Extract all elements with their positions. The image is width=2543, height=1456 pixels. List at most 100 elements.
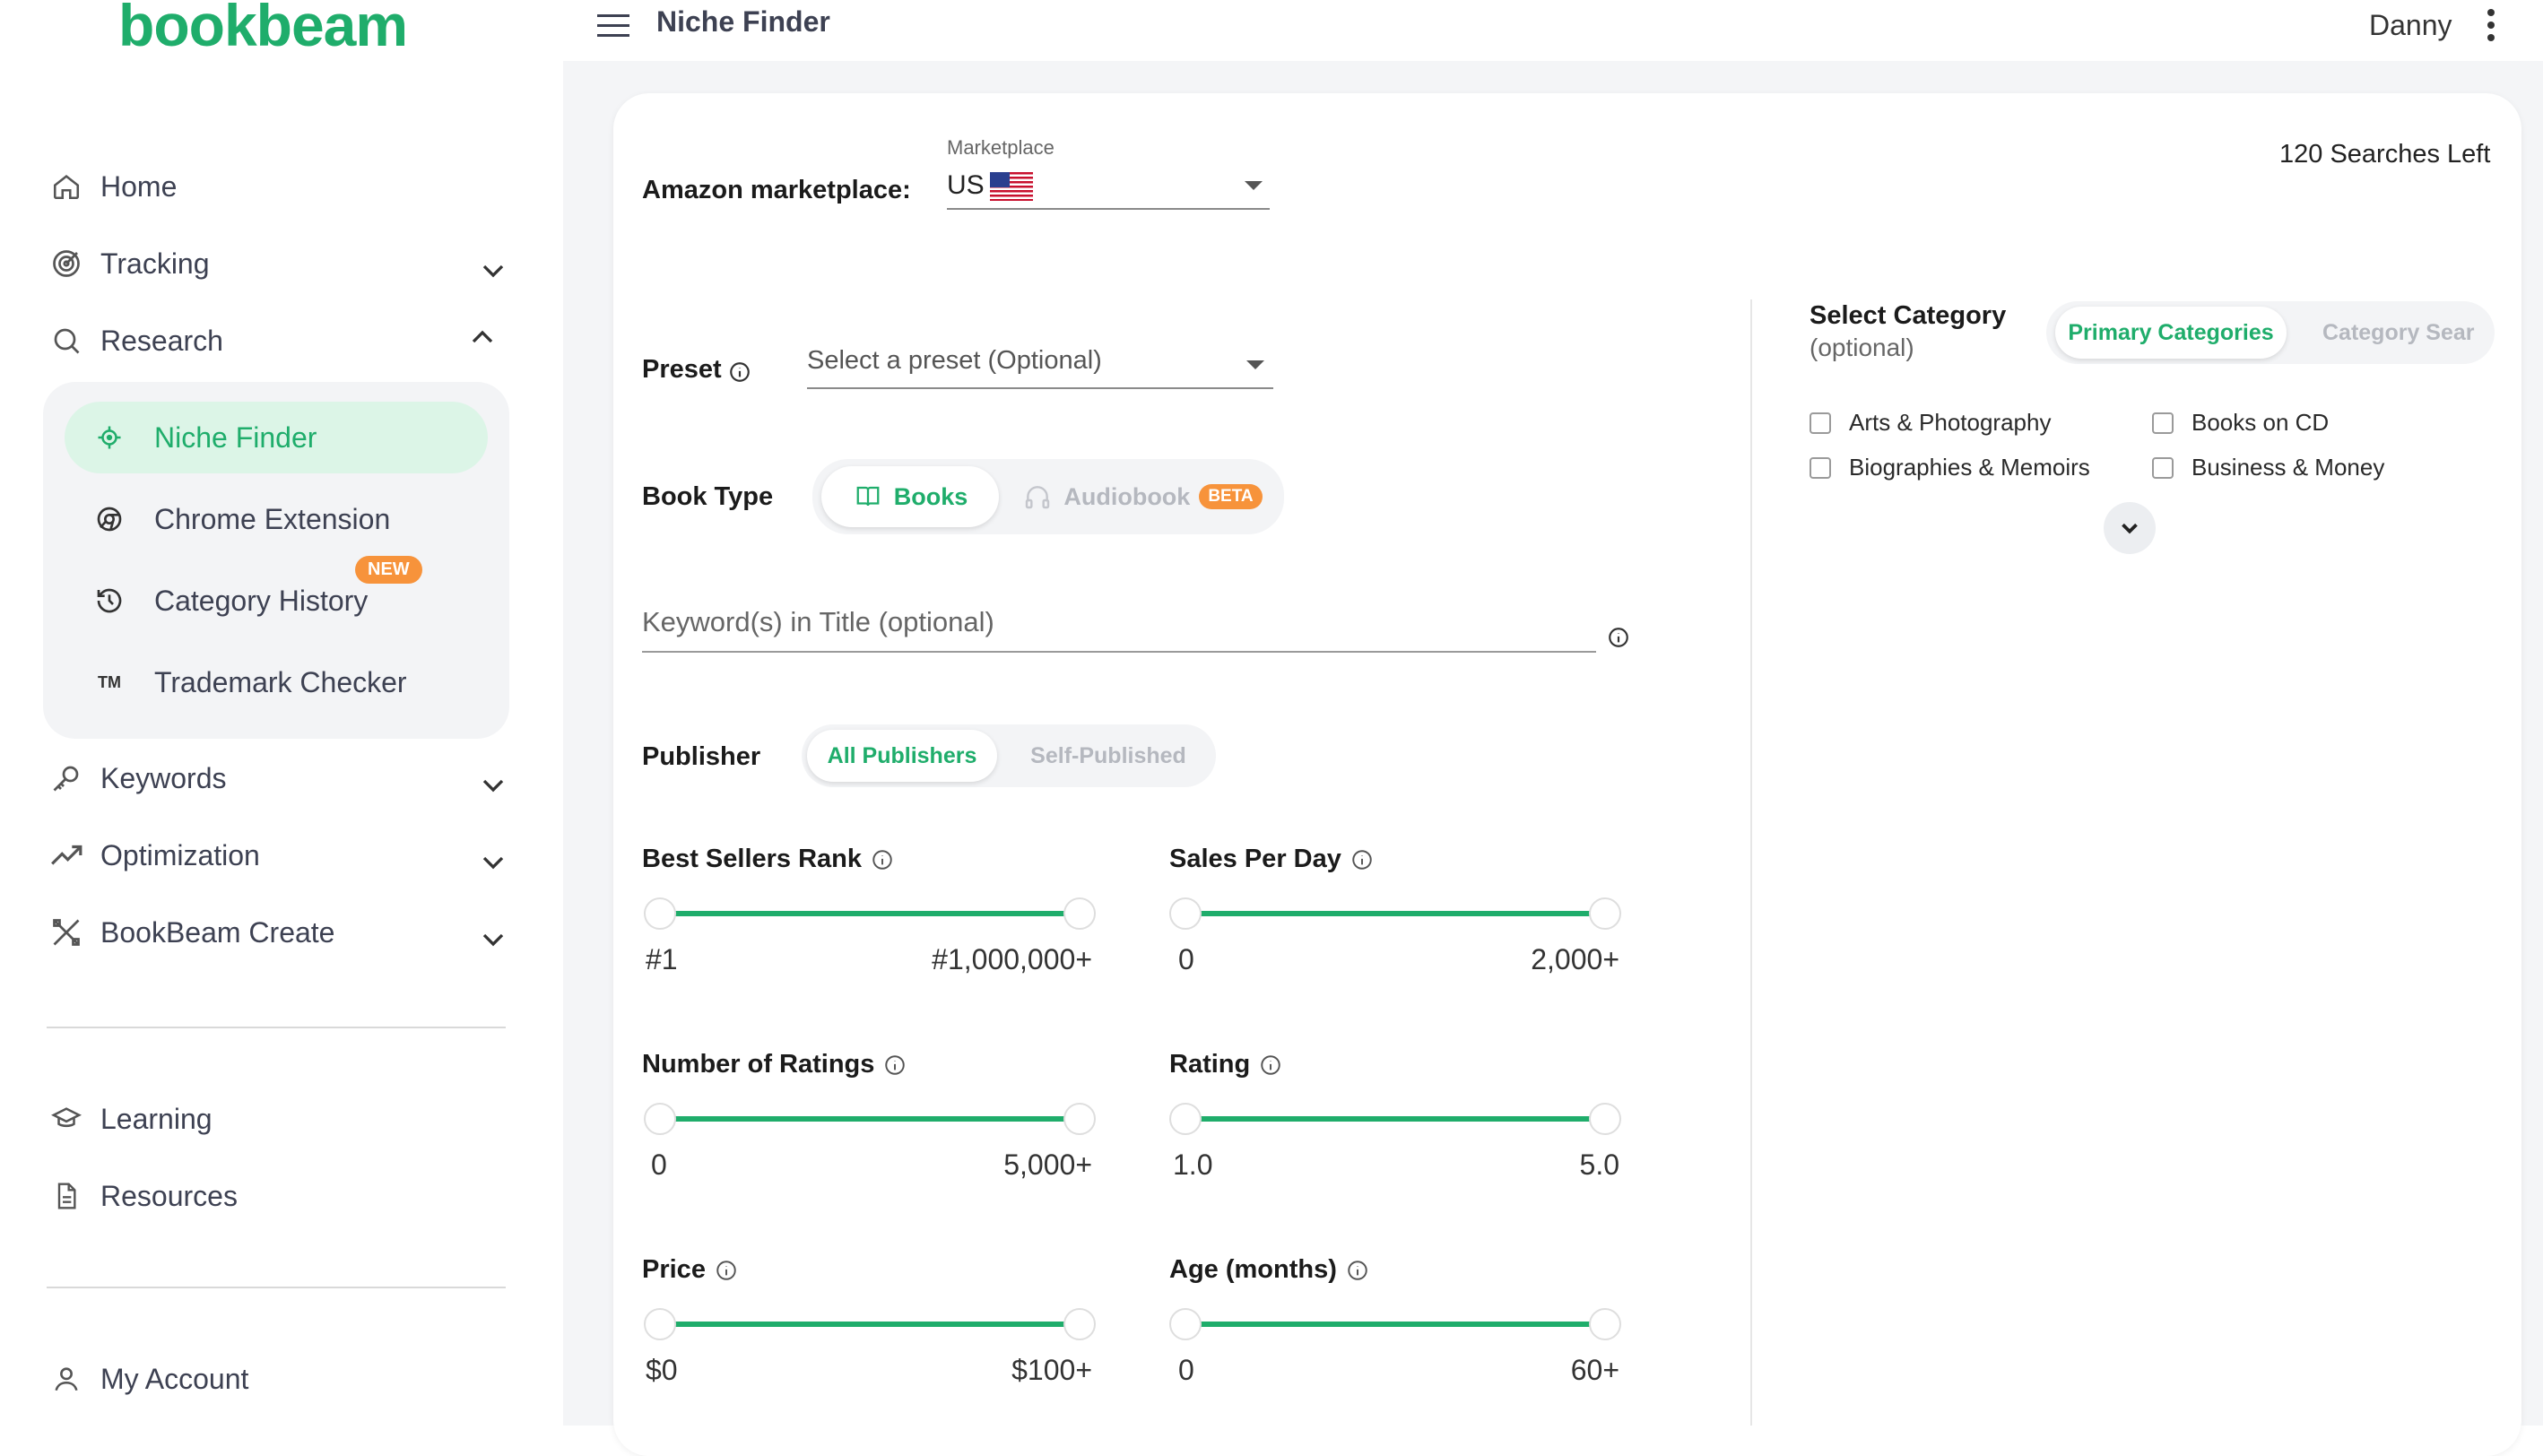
age-slider-track <box>1185 1322 1605 1327</box>
sidebar-item-chrome-extension[interactable]: Chrome Extension <box>65 483 488 555</box>
sidebar-item-research[interactable]: Research <box>48 314 223 368</box>
hamburger-menu-icon[interactable] <box>595 11 631 41</box>
chevron-down-icon[interactable] <box>475 767 511 803</box>
publisher-label: Publisher <box>642 742 761 771</box>
sales-slider-min-handle[interactable] <box>1169 897 1202 930</box>
price-max-value: $100+ <box>1011 1354 1092 1386</box>
bsr-slider-max-handle[interactable] <box>1063 897 1096 930</box>
trending-up-icon <box>48 837 84 873</box>
sidebar-item-optimization[interactable]: Optimization <box>48 828 260 882</box>
book-type-audiobook-button[interactable]: Audiobook BETA <box>1008 466 1277 527</box>
ratings-slider-min-handle[interactable] <box>644 1103 676 1135</box>
rating-min-value: 1.0 <box>1173 1148 1213 1181</box>
column-divider <box>1750 299 1752 1426</box>
category-label: Biographies & Memoirs <box>1849 454 2090 481</box>
category-checkbox[interactable] <box>1810 412 1831 434</box>
preset-underline <box>807 387 1273 389</box>
rating-title-text: Rating <box>1169 1050 1251 1079</box>
book-type-books-button[interactable]: Books <box>821 466 999 527</box>
bookbeam-logo[interactable]: bookbeam <box>118 0 408 58</box>
keyword-input[interactable]: Keyword(s) in Title (optional) <box>642 606 1596 653</box>
sidebar-item-tracking[interactable]: Tracking <box>48 237 210 290</box>
preset-select[interactable]: Select a preset (Optional) <box>807 341 1273 387</box>
sales-title-text: Sales Per Day <box>1169 845 1341 873</box>
info-icon[interactable] <box>715 1259 738 1282</box>
us-flag-icon <box>990 172 1033 201</box>
price-slider-track <box>660 1322 1080 1327</box>
ratings-slider-track <box>660 1116 1080 1122</box>
trademark-icon: TM <box>98 672 121 691</box>
info-icon[interactable] <box>1350 848 1374 871</box>
price-slider-title: Price <box>642 1255 738 1285</box>
bsr-max-value: #1,000,000+ <box>932 943 1092 975</box>
sidebar-item-label: Niche Finder <box>154 420 317 454</box>
info-icon[interactable] <box>883 1053 907 1077</box>
sidebar-item-learning[interactable]: Learning <box>48 1092 213 1146</box>
ratings-slider-title: Number of Ratings <box>642 1050 907 1079</box>
self-published-button[interactable]: Self-Published <box>1030 742 1186 768</box>
user-name[interactable]: Danny <box>2369 9 2452 41</box>
caret-down-icon <box>1246 360 1264 369</box>
caret-down-icon <box>1245 181 1263 190</box>
age-slider-max-handle[interactable] <box>1589 1308 1621 1340</box>
bsr-title-text: Best Sellers Rank <box>642 845 863 873</box>
sidebar-item-trademark-checker[interactable]: TM Trademark Checker <box>65 646 488 718</box>
sidebar-divider <box>47 1287 506 1288</box>
marketplace-caption: Marketplace <box>947 136 1055 159</box>
target-icon <box>48 246 84 282</box>
marketplace-select[interactable]: US <box>947 167 1270 210</box>
page-title: Niche Finder <box>656 5 830 38</box>
chevron-down-icon[interactable] <box>475 845 511 880</box>
price-slider-min-handle[interactable] <box>644 1308 676 1340</box>
sidebar-item-label: Research <box>100 324 223 357</box>
home-icon <box>48 169 84 204</box>
keyword-placeholder: Keyword(s) in Title (optional) <box>642 606 994 637</box>
sidebar-item-label: Category History <box>154 584 369 617</box>
sidebar-item-my-account[interactable]: My Account <box>48 1352 248 1406</box>
sidebar-divider <box>47 1027 506 1028</box>
sidebar-item-home[interactable]: Home <box>48 160 177 213</box>
age-title-text: Age (months) <box>1169 1255 1337 1284</box>
marketplace-label: Amazon marketplace: <box>642 176 911 204</box>
age-min-value: 0 <box>1178 1354 1194 1386</box>
ratings-slider-max-handle[interactable] <box>1063 1103 1096 1135</box>
sidebar-item-resources[interactable]: Resources <box>48 1169 238 1223</box>
category-label: Business & Money <box>2191 454 2385 481</box>
more-options-icon[interactable] <box>2482 5 2500 45</box>
info-icon[interactable] <box>728 360 751 384</box>
category-label: Arts & Photography <box>1849 409 2052 436</box>
info-icon[interactable] <box>1259 1053 1282 1077</box>
category-checkbox[interactable] <box>2152 457 2174 479</box>
chevron-up-icon[interactable] <box>464 319 500 355</box>
category-title: Select Category <box>1810 301 2007 330</box>
info-icon[interactable] <box>1346 1259 1369 1282</box>
sidebar-item-niche-finder[interactable]: Niche Finder <box>65 402 488 473</box>
rating-slider-max-handle[interactable] <box>1589 1103 1621 1135</box>
rating-slider-min-handle[interactable] <box>1169 1103 1202 1135</box>
tab-category-search[interactable]: Category Sear <box>2297 307 2495 359</box>
sales-slider-max-handle[interactable] <box>1589 897 1621 930</box>
tab-primary-categories[interactable]: Primary Categories <box>2055 307 2287 359</box>
price-slider-max-handle[interactable] <box>1063 1308 1096 1340</box>
category-checkbox[interactable] <box>2152 412 2174 434</box>
sales-slider-title: Sales Per Day <box>1169 845 1374 874</box>
chevron-down-icon[interactable] <box>475 253 511 289</box>
book-type-label: Book Type <box>642 482 774 511</box>
sidebar-item-bookbeam-create[interactable]: BookBeam Create <box>48 906 334 959</box>
beta-badge: BETA <box>1199 484 1263 509</box>
info-icon[interactable] <box>871 848 894 871</box>
sidebar-item-category-history[interactable]: Category History <box>65 565 488 637</box>
age-slider-min-handle[interactable] <box>1169 1308 1202 1340</box>
sidebar-item-keywords[interactable]: Keywords <box>48 751 227 805</box>
expand-categories-button[interactable] <box>2104 502 2156 554</box>
chevron-down-icon[interactable] <box>475 922 511 958</box>
info-icon[interactable] <box>1607 626 1630 649</box>
category-label: Books on CD <box>2191 409 2330 436</box>
category-subtitle: (optional) <box>1810 334 1914 361</box>
bsr-slider-min-handle[interactable] <box>644 897 676 930</box>
all-publishers-button[interactable]: All Publishers <box>807 730 997 782</box>
sidebar-item-label: Optimization <box>100 838 260 871</box>
bsr-slider-track <box>660 911 1080 916</box>
category-checkbox[interactable] <box>1810 457 1831 479</box>
chevron-down-icon <box>2122 523 2138 534</box>
